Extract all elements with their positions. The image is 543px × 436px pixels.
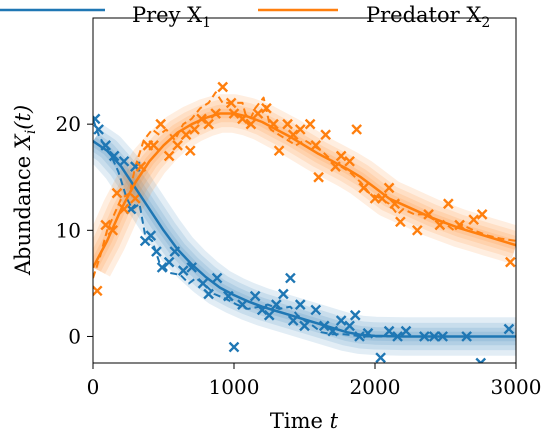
predator-observation-point — [261, 102, 272, 114]
prey-observation-point — [118, 155, 130, 167]
predator-observation-point — [203, 118, 214, 130]
prey-observation-point — [383, 325, 395, 337]
axis-ticks: 0 1000 2000 3000 0 10 20 — [56, 112, 542, 399]
predator-observation-point — [189, 124, 200, 135]
predator-observation-point — [505, 256, 516, 268]
plot-area — [93, 81, 516, 363]
prey-observation-point — [186, 262, 198, 273]
prey-observation-point — [344, 320, 355, 332]
x-tick-label: 1000 — [209, 375, 260, 399]
predator-fit-line — [93, 112, 516, 269]
y-tick-label: 20 — [56, 112, 81, 136]
prey-observation-point — [270, 299, 282, 310]
predator-observation-point — [111, 187, 123, 199]
prey-observation-point — [400, 325, 412, 337]
predator-observation-point — [217, 81, 229, 93]
prey-fit-line — [93, 140, 516, 338]
prey-observation-point — [151, 246, 162, 257]
prey-observation-point — [299, 320, 310, 332]
prey-observation-point — [203, 288, 214, 300]
prey-observation-point — [294, 299, 306, 310]
prey-observation-point — [263, 309, 275, 321]
axes-frame — [92, 17, 517, 364]
predator-observation-point — [93, 285, 103, 297]
predator-observation-point — [442, 198, 454, 210]
y-tick-label: 0 — [68, 324, 81, 348]
predator-observation-point — [468, 214, 480, 226]
predator-observation-point — [411, 224, 423, 236]
prey-observation-point — [249, 290, 261, 302]
predator-observation-point — [282, 118, 293, 130]
x-tick-label: 2000 — [350, 375, 401, 399]
predator-observation-point — [172, 140, 183, 151]
prey-observation-point — [503, 323, 515, 335]
predator-observation-point — [225, 97, 237, 109]
predator-observation-point — [335, 150, 347, 162]
predator-observation-point — [320, 129, 331, 141]
prey-observation-point — [93, 124, 104, 135]
predator-observation-point — [100, 219, 112, 231]
predator-observation-point — [304, 118, 316, 130]
prey-observation-point — [310, 304, 322, 316]
prey-observation-point — [285, 272, 296, 284]
prey-observation-point — [197, 278, 209, 289]
predator-observation-point — [180, 129, 192, 141]
prey-observation-point — [349, 309, 361, 321]
predator-observation-point — [351, 124, 363, 135]
predator-observation-point — [395, 216, 406, 228]
y-tick-label: 10 — [56, 218, 81, 242]
prey-observation-point — [156, 262, 168, 273]
x-tick-label: 0 — [87, 375, 100, 399]
predator-observation-point — [273, 145, 285, 157]
prey-observation-point — [211, 272, 223, 284]
prey-observation-point — [93, 113, 101, 125]
prey-observation-point — [278, 288, 289, 300]
predator-observation-point — [294, 124, 306, 135]
predator-observation-point — [148, 140, 159, 151]
predator-observation-point — [383, 182, 395, 194]
predator-observation-point — [245, 118, 257, 130]
prey-observation-point — [163, 256, 175, 268]
prey-observation-point — [228, 341, 240, 353]
x-axis-label: Time t — [270, 409, 339, 433]
predator-observation-point — [358, 182, 370, 194]
predator-observation-point — [129, 193, 141, 204]
prey-observation-point — [177, 265, 189, 276]
predator-observation-point — [252, 108, 264, 119]
legend-label-prey: Prey X1 — [132, 3, 211, 31]
predator-observation-point — [476, 209, 488, 220]
y-axis-label: Abundance Xi(t) — [11, 105, 39, 276]
prey-observation-point — [237, 299, 248, 310]
predator-observation-point — [310, 140, 322, 151]
prey-dashed-trajectory — [93, 118, 516, 338]
predator-observation-point — [163, 150, 175, 162]
predator-observation-point — [155, 118, 167, 130]
predator-observation-point — [184, 145, 196, 157]
x-tick-label: 3000 — [491, 375, 542, 399]
legend: Prey X1 Predator X2 — [0, 3, 490, 31]
predator-observation-point — [313, 171, 324, 183]
prey-observation-point — [475, 357, 487, 363]
predator-observation-point — [344, 155, 355, 167]
prey-observation-point — [145, 230, 157, 241]
legend-label-predator: Predator X2 — [366, 3, 490, 31]
prey-observation-point — [375, 352, 386, 363]
prey-observation-point — [335, 315, 347, 326]
prey-observation-point — [108, 150, 120, 162]
